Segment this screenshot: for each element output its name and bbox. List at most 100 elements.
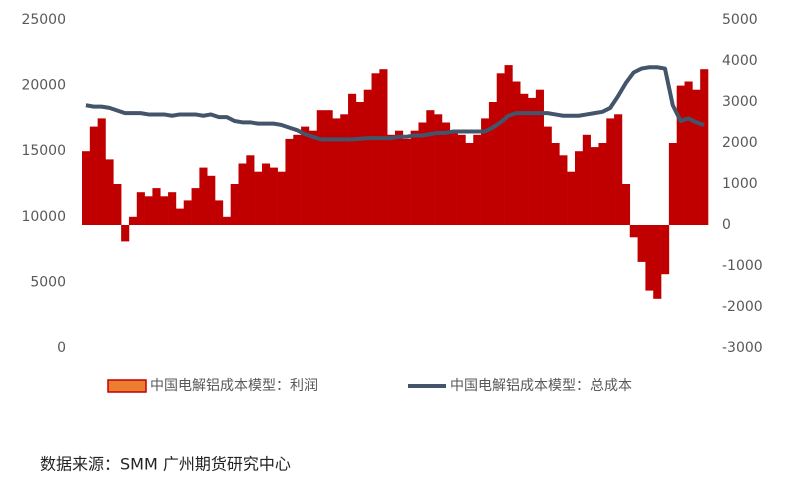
bar bbox=[207, 175, 216, 225]
bar bbox=[684, 81, 693, 225]
bar bbox=[645, 225, 654, 291]
bar bbox=[199, 167, 208, 225]
bar bbox=[473, 134, 482, 225]
bar bbox=[160, 196, 169, 225]
bar bbox=[520, 93, 529, 225]
y2-tick-label: 2000 bbox=[722, 135, 758, 151]
bar bbox=[136, 192, 145, 225]
y2-tick-label: 1000 bbox=[722, 176, 758, 192]
bar bbox=[175, 208, 185, 225]
bar bbox=[496, 73, 505, 225]
y-tick-label: 10000 bbox=[21, 209, 66, 225]
bar bbox=[324, 110, 333, 225]
bar bbox=[230, 184, 239, 225]
bar bbox=[614, 114, 623, 225]
bar bbox=[215, 200, 224, 225]
y-tick-label: 15000 bbox=[21, 143, 66, 159]
bar bbox=[559, 155, 568, 225]
bar bbox=[582, 134, 591, 225]
bar bbox=[528, 97, 537, 225]
bar bbox=[629, 225, 638, 238]
bar bbox=[82, 151, 91, 225]
y2-tick-label: -1000 bbox=[722, 258, 763, 274]
bar bbox=[395, 130, 404, 225]
bar bbox=[551, 143, 560, 225]
bar bbox=[191, 188, 200, 225]
bar bbox=[371, 73, 380, 225]
bar bbox=[441, 122, 451, 225]
y-tick-label: 5000 bbox=[30, 274, 66, 290]
bar bbox=[261, 163, 271, 225]
bar bbox=[700, 69, 709, 225]
bar bbox=[434, 114, 443, 225]
y2-tick-label: -3000 bbox=[722, 340, 763, 356]
y2-tick-label: 5000 bbox=[722, 12, 758, 28]
bar bbox=[355, 102, 364, 225]
bar bbox=[387, 134, 396, 225]
bar bbox=[574, 151, 584, 225]
bar bbox=[590, 147, 599, 225]
bar bbox=[332, 118, 341, 225]
bar bbox=[661, 225, 670, 275]
bar bbox=[379, 69, 388, 225]
bar bbox=[121, 225, 130, 242]
bar bbox=[504, 65, 513, 225]
bar bbox=[457, 134, 466, 225]
legend-swatch bbox=[107, 379, 147, 393]
bar bbox=[246, 155, 255, 225]
bar bbox=[254, 171, 263, 225]
legend-label: 中国电解铝成本模型：总成本 bbox=[450, 378, 632, 394]
bar bbox=[168, 192, 177, 225]
bar bbox=[113, 184, 122, 225]
bar bbox=[128, 216, 138, 225]
bar bbox=[410, 130, 419, 225]
bar bbox=[301, 126, 310, 225]
line bbox=[85, 65, 705, 142]
bar bbox=[606, 118, 615, 225]
bar bbox=[97, 118, 106, 225]
bar bbox=[692, 89, 701, 225]
y2-tick-label: 0 bbox=[722, 217, 731, 233]
source-note: 数据来源：SMM 广州期货研究中心 bbox=[40, 455, 291, 474]
bar bbox=[308, 130, 318, 225]
bar bbox=[238, 163, 247, 225]
bar bbox=[449, 130, 458, 225]
bar bbox=[277, 171, 286, 225]
bar bbox=[535, 89, 544, 225]
bar bbox=[152, 188, 161, 225]
bar bbox=[348, 93, 357, 225]
bar bbox=[543, 126, 552, 225]
bar bbox=[512, 81, 521, 225]
bar bbox=[183, 200, 192, 225]
bar bbox=[316, 110, 325, 225]
bar bbox=[637, 225, 646, 262]
bar bbox=[621, 184, 631, 225]
bar bbox=[465, 143, 474, 225]
bar bbox=[89, 126, 98, 225]
y2-tick-label: 3000 bbox=[722, 94, 758, 110]
bar bbox=[598, 143, 607, 225]
legend-label: 中国电解铝成本模型：利润 bbox=[150, 378, 318, 394]
bar bbox=[222, 216, 231, 225]
y2-tick-label: 4000 bbox=[722, 53, 758, 69]
bar bbox=[293, 134, 302, 225]
y2-tick-label: -2000 bbox=[722, 299, 763, 315]
bar bbox=[144, 196, 153, 225]
bar bbox=[668, 143, 677, 225]
y-tick-label: 0 bbox=[57, 340, 66, 356]
bar bbox=[285, 138, 294, 225]
bar bbox=[340, 114, 349, 225]
bar bbox=[481, 118, 490, 225]
bar bbox=[269, 167, 278, 225]
bar bbox=[488, 102, 498, 225]
bar bbox=[567, 171, 576, 225]
bar bbox=[105, 159, 114, 225]
bar bbox=[426, 110, 435, 225]
bar bbox=[363, 89, 372, 225]
bar bbox=[676, 85, 685, 225]
bar bbox=[402, 138, 411, 225]
bar bbox=[653, 225, 662, 299]
y-tick-label: 25000 bbox=[21, 12, 66, 28]
bar bbox=[418, 122, 427, 225]
